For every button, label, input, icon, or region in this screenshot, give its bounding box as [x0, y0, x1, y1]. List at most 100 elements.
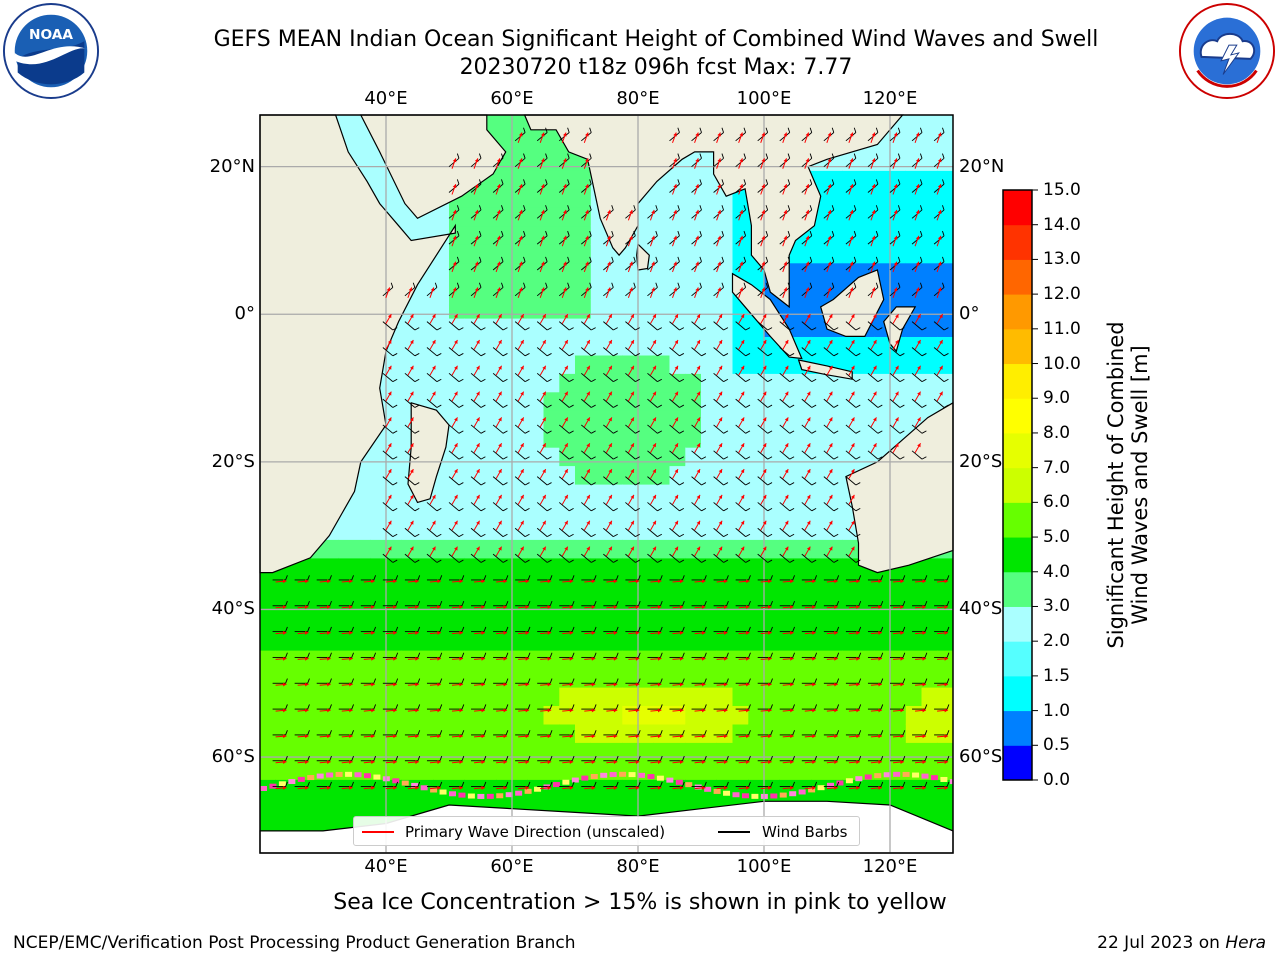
wind-barb-flag [524, 533, 530, 538]
colorbar-tick-label: 14.0 [1043, 214, 1081, 235]
wind-barb-flag [836, 652, 840, 658]
wind-barb-flag [439, 575, 443, 581]
wind-barb-flag [748, 704, 751, 710]
sea-ice-cell [638, 772, 645, 778]
wind-barb [382, 321, 394, 331]
wave-arrow-head [878, 605, 882, 610]
wind-barb-flag [480, 327, 486, 331]
wind-barb-flag [549, 755, 553, 761]
wind-barb [426, 321, 438, 331]
wind-barb [426, 502, 438, 512]
wave-arrow-head [762, 314, 767, 319]
wave-arrow-head [761, 209, 766, 214]
wave-arrow-head [371, 605, 375, 610]
wave-arrow-head [474, 235, 479, 240]
wind-barb [382, 347, 394, 357]
wave-arrow-head [393, 786, 397, 790]
wind-barb-flag [635, 378, 640, 383]
wind-barb-flag [809, 256, 813, 262]
wind-barb [823, 476, 835, 486]
wave-arrow-head [454, 314, 458, 319]
wind-barb [889, 450, 901, 460]
wind-barb [514, 502, 526, 512]
wave-arrow-head [454, 546, 458, 551]
wind-barb-flag [701, 404, 707, 408]
sea-ice-cell [741, 793, 749, 799]
wind-barb-flag [677, 127, 680, 133]
wind-barb-flag [723, 482, 729, 486]
wind-barb-flag [919, 205, 923, 211]
wave-arrow-head [651, 209, 655, 214]
wave-arrow-head [784, 314, 789, 319]
wave-arrow-head [547, 579, 552, 584]
colorbar-tick-label: 7.0 [1043, 457, 1071, 478]
wave-arrow-head [496, 158, 501, 163]
wind-barb-flag [285, 781, 288, 787]
wind-barb-flag [743, 179, 747, 185]
wind-barb-flag [329, 704, 332, 710]
wind-barb [404, 553, 416, 563]
wind-barb-flag [351, 600, 354, 606]
wind-barb-flag [633, 256, 636, 262]
wave-arrow-head [878, 631, 882, 635]
sea-ice-cell [467, 793, 475, 799]
wind-barb-flag [527, 755, 531, 761]
lat-tick-label-right: 0° [959, 303, 980, 325]
wave-arrow-head [635, 579, 640, 584]
wave-arrow-head [452, 287, 457, 292]
wind-barb-flag [787, 205, 791, 211]
wind-barb-flag [483, 730, 487, 736]
wave-arrow-head [585, 132, 589, 137]
wind-barb-flag [789, 456, 795, 460]
wind-barb-flag [682, 678, 685, 684]
wind-barb-flag [814, 755, 818, 761]
wind-barb-flag [613, 482, 618, 486]
wind-barb [889, 372, 901, 383]
wind-barb-flag [417, 781, 421, 787]
wind-barb [536, 347, 548, 357]
wind-barb-flag [924, 600, 928, 606]
wind-barb-flag [743, 205, 747, 211]
wind-barb [713, 424, 724, 434]
wind-barb-flag [657, 430, 663, 434]
wave-arrow-head [740, 365, 745, 370]
wave-arrow-head [652, 339, 656, 344]
wind-barb-flag [858, 704, 862, 710]
wave-arrow-head [922, 605, 927, 610]
wind-barb-flag [748, 781, 751, 787]
wind-barb-flag [591, 378, 596, 383]
wind-barb-flag [880, 626, 884, 632]
wave-arrow-head [873, 391, 877, 396]
wave-arrow-head [630, 391, 634, 396]
wind-barb [779, 398, 790, 408]
sea-ice-cell [571, 777, 579, 783]
wave-arrow-head [540, 209, 545, 214]
wave-arrow-head [393, 656, 397, 661]
wind-barb-flag [701, 353, 707, 357]
colorbar-tick-label: 11.0 [1043, 318, 1081, 339]
wave-arrow-head [849, 132, 854, 137]
wind-barb-flag [456, 230, 460, 236]
lon-tick-label-bottom: 80°E [616, 856, 660, 877]
sea-ice-cell [864, 774, 872, 780]
wind-barb-flag [765, 230, 769, 236]
wind-barb-flag [329, 730, 332, 736]
wind-barb-flag [767, 482, 773, 486]
wind-barb [536, 502, 548, 512]
wind-barb [625, 450, 636, 460]
wave-arrow-head [937, 287, 942, 292]
wind-barb [470, 372, 482, 383]
wave-arrow-head [762, 391, 767, 396]
wave-arrow-head [740, 339, 745, 344]
wind-barb-flag [414, 378, 420, 383]
wind-barb-flag [701, 508, 707, 512]
wave-arrow-head [518, 209, 523, 214]
wave-arrow-head [415, 605, 419, 610]
wave-arrow-head [679, 708, 684, 713]
wind-barb-flag [721, 205, 724, 211]
wind-barb [492, 476, 504, 486]
wind-barb [514, 372, 526, 383]
wind-barb-flag [527, 678, 531, 684]
colorbar-tick-label: 0.5 [1043, 735, 1071, 756]
wind-barb-flag [726, 730, 729, 736]
